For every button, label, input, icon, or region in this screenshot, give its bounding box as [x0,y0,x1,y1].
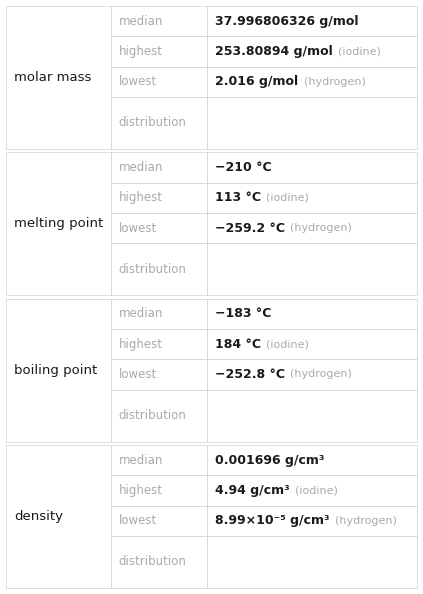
Text: (iodine): (iodine) [266,339,309,349]
Text: highest: highest [119,191,163,204]
Text: distribution: distribution [119,116,187,129]
Text: (hydrogen): (hydrogen) [291,223,352,233]
Text: (iodine): (iodine) [266,193,309,203]
Bar [296,424,311,435]
Text: lowest: lowest [119,514,157,527]
Text: lowest: lowest [119,75,157,88]
Bar [255,280,271,289]
Text: 113 °C: 113 °C [215,191,261,204]
Bar [276,136,291,143]
Bar [296,280,311,289]
Text: 8.99×10⁻⁵ g/cm³: 8.99×10⁻⁵ g/cm³ [215,514,330,527]
Bar [215,108,230,143]
Bar [276,575,291,582]
Text: 184 °C: 184 °C [215,337,261,350]
Text: 253.80894 g/mol: 253.80894 g/mol [215,45,333,58]
Text: distribution: distribution [119,263,187,276]
Text: median: median [119,454,163,467]
Text: lowest: lowest [119,368,157,381]
Text: 4.94 g/cm³: 4.94 g/cm³ [215,484,290,497]
Text: 37.996806326 g/mol: 37.996806326 g/mol [215,15,359,28]
Bar [215,254,230,289]
Text: median: median [119,161,163,174]
Text: −210 °C: −210 °C [215,161,272,174]
Text: 2.016 g/mol: 2.016 g/mol [215,75,299,88]
Text: median: median [119,307,163,320]
Bar [235,400,250,435]
Text: highest: highest [119,45,163,58]
Text: (hydrogen): (hydrogen) [291,369,352,380]
Text: −252.8 °C: −252.8 °C [215,368,286,381]
Text: boiling point: boiling point [14,364,97,377]
Text: highest: highest [119,337,163,350]
Bar [215,547,230,582]
Text: distribution: distribution [119,409,187,422]
Bar [276,424,291,435]
Text: 0.001696 g/cm³: 0.001696 g/cm³ [215,454,325,467]
Text: (iodine): (iodine) [295,485,338,495]
Text: (hydrogen): (hydrogen) [335,516,397,526]
Text: (hydrogen): (hydrogen) [304,77,365,87]
Bar [255,424,271,435]
Bar [235,280,250,289]
Text: −259.2 °C: −259.2 °C [215,222,286,235]
Bar [235,136,250,143]
Text: distribution: distribution [119,555,187,568]
Bar [296,575,311,582]
Text: −183 °C: −183 °C [215,307,272,320]
Text: highest: highest [119,484,163,497]
Text: melting point: melting point [14,217,103,230]
Text: lowest: lowest [119,222,157,235]
Text: molar mass: molar mass [14,71,91,84]
Bar [215,424,230,435]
Text: (iodine): (iodine) [338,46,381,56]
Bar [316,136,332,143]
Text: median: median [119,15,163,28]
Text: density: density [14,510,63,523]
